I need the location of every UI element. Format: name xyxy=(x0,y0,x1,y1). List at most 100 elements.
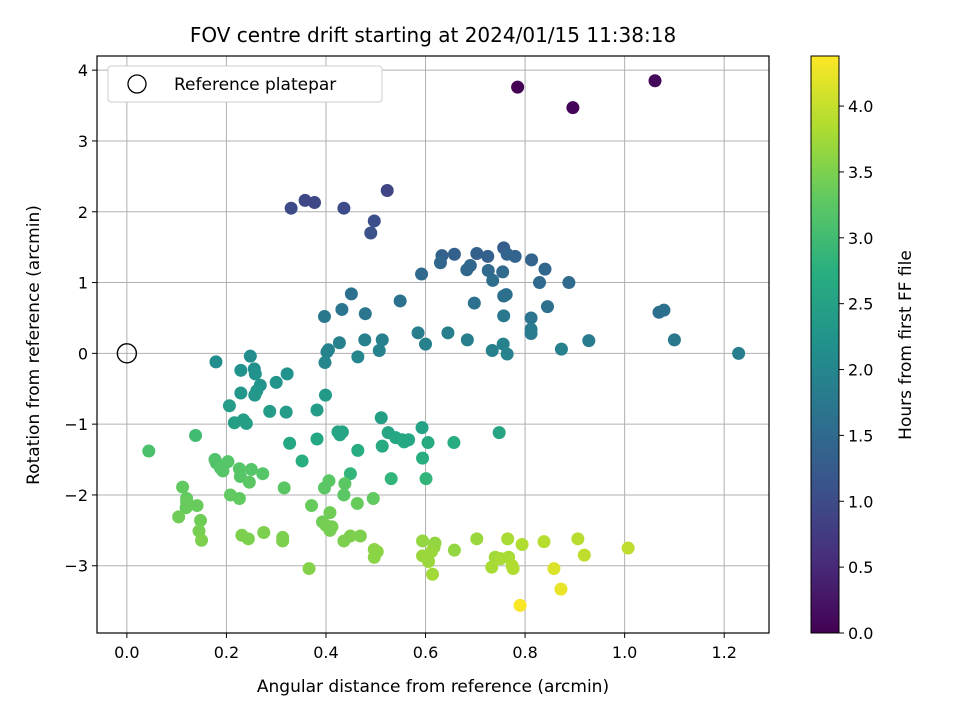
x-tick-label: 0.0 xyxy=(114,643,139,662)
y-tick-label: −3 xyxy=(64,557,88,576)
data-point xyxy=(422,554,436,568)
data-point xyxy=(447,543,461,557)
data-point xyxy=(486,273,500,287)
data-point xyxy=(190,499,204,513)
data-point xyxy=(189,428,203,442)
data-point xyxy=(540,300,554,314)
data-point xyxy=(276,534,290,548)
data-point xyxy=(302,562,316,576)
data-point xyxy=(500,347,514,361)
data-point xyxy=(142,444,156,458)
data-point xyxy=(470,532,484,546)
y-tick-label: 4 xyxy=(78,61,88,80)
colorbar-tick-label: 0.5 xyxy=(848,558,873,577)
data-point xyxy=(415,267,429,281)
data-point xyxy=(234,363,248,377)
data-point xyxy=(367,214,381,228)
data-point xyxy=(305,499,319,513)
data-point xyxy=(257,525,271,539)
data-point xyxy=(179,501,193,515)
data-point xyxy=(337,488,351,502)
data-point xyxy=(416,534,430,548)
y-tick-label: 0 xyxy=(78,344,88,363)
data-point xyxy=(441,326,455,340)
legend-entry-reference-platepar: Reference platepar xyxy=(174,75,336,95)
data-point xyxy=(295,454,309,468)
data-point xyxy=(506,562,520,576)
reference-platepar-marker xyxy=(116,343,138,364)
colorbar-tick-label: 0.0 xyxy=(848,624,873,643)
data-point xyxy=(426,567,440,581)
data-point xyxy=(176,480,190,494)
data-point xyxy=(243,349,257,363)
data-point xyxy=(372,344,386,358)
data-point xyxy=(648,74,662,88)
data-point xyxy=(524,327,538,341)
y-axis-ticks: −3 −2 −1 0 1 2 3 4 xyxy=(64,61,97,576)
data-point xyxy=(582,334,596,348)
data-point xyxy=(470,247,484,261)
data-point xyxy=(525,253,539,267)
data-point xyxy=(364,226,378,240)
data-point xyxy=(554,342,568,356)
data-point xyxy=(195,533,209,547)
y-tick-label: −2 xyxy=(64,486,88,505)
data-point xyxy=(338,477,352,491)
data-point xyxy=(538,262,552,276)
data-point xyxy=(284,201,298,215)
x-axis-ticks: 0.0 0.2 0.4 0.6 0.8 1.0 1.2 xyxy=(114,633,737,662)
colorbar-tick-label: 3.5 xyxy=(848,163,873,182)
data-point xyxy=(375,439,389,453)
y-axis-label: Rotation from reference (arcmin) xyxy=(24,205,44,485)
x-tick-label: 0.4 xyxy=(313,643,338,662)
data-point xyxy=(481,249,495,263)
x-tick-label: 0.8 xyxy=(512,643,537,662)
colorbar-tick-label: 1.5 xyxy=(848,426,873,445)
data-point xyxy=(332,336,346,350)
data-point xyxy=(667,333,681,347)
data-point xyxy=(421,436,435,450)
data-point xyxy=(256,467,270,481)
data-point xyxy=(513,598,527,612)
data-points xyxy=(142,74,746,612)
data-point xyxy=(447,436,461,450)
data-point xyxy=(657,303,671,317)
data-point xyxy=(283,436,297,450)
data-point xyxy=(566,101,580,115)
data-point xyxy=(209,355,223,369)
x-tick-label: 1.2 xyxy=(711,643,736,662)
data-point xyxy=(222,399,236,413)
data-point xyxy=(353,529,367,543)
data-point xyxy=(248,388,262,402)
data-point xyxy=(317,481,331,495)
data-point xyxy=(337,201,351,215)
data-point xyxy=(343,529,357,543)
data-point xyxy=(241,532,255,546)
data-point xyxy=(248,367,262,381)
data-point xyxy=(515,538,529,552)
data-point xyxy=(562,276,576,290)
data-point xyxy=(358,333,372,347)
colorbar-ticks: 0.0 0.5 1.0 1.5 2.0 2.5 3.0 3.5 4.0 xyxy=(839,97,873,643)
data-point xyxy=(492,426,506,440)
colorbar-gradient xyxy=(810,55,840,634)
data-point xyxy=(433,256,447,270)
colorbar-tick-label: 4.0 xyxy=(848,97,873,116)
data-point xyxy=(367,550,381,564)
data-point xyxy=(481,264,495,278)
data-point xyxy=(485,560,499,574)
data-point xyxy=(333,428,347,442)
colorbar-tick-label: 1.0 xyxy=(848,492,873,511)
data-point xyxy=(402,433,416,447)
data-point xyxy=(279,405,293,419)
data-point xyxy=(234,386,248,400)
data-point xyxy=(460,333,474,347)
data-point xyxy=(447,247,461,261)
data-point xyxy=(320,345,334,359)
colorbar-tick-label: 2.5 xyxy=(848,295,873,314)
data-point xyxy=(393,294,407,308)
data-point xyxy=(350,496,364,510)
colorbar: 0.0 0.5 1.0 1.5 2.0 2.5 3.0 3.5 4.0 Hours from f… xyxy=(810,55,916,643)
data-point xyxy=(511,80,525,94)
colorbar-label: Hours from first FF file xyxy=(896,250,916,440)
